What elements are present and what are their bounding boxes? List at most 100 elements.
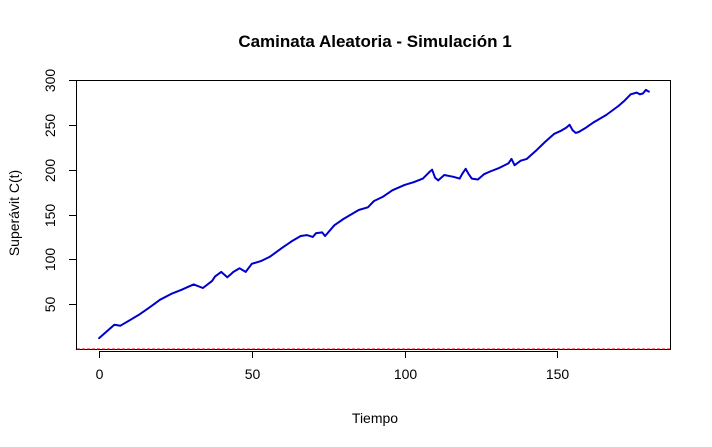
- y-axis: 50 100 150 200 250 300: [42, 69, 77, 313]
- series-point: [645, 89, 647, 91]
- series-point: [577, 131, 580, 133]
- series-point: [315, 232, 317, 235]
- series-point: [232, 271, 235, 273]
- series-point: [477, 178, 479, 181]
- series-point: [513, 164, 516, 167]
- series-point: [629, 93, 632, 96]
- y-tick-label: 100: [42, 248, 58, 272]
- series-point: [226, 276, 229, 279]
- plot-frame: [76, 80, 671, 350]
- series-point: [574, 132, 577, 134]
- series-point: [544, 141, 546, 143]
- series-point: [443, 174, 446, 176]
- series-point: [483, 173, 485, 176]
- series-point: [137, 314, 140, 316]
- y-tick-label: 250: [42, 114, 58, 138]
- series-point: [229, 273, 232, 276]
- series-point: [192, 283, 195, 286]
- series-point: [98, 337, 100, 340]
- x-tick-label: 100: [394, 366, 418, 382]
- series-point: [250, 262, 253, 265]
- series-point: [211, 280, 214, 282]
- series-point: [635, 91, 638, 94]
- series-point: [159, 298, 162, 301]
- y-tick-label: 150: [42, 204, 58, 228]
- series-point: [467, 173, 470, 176]
- series-point: [281, 246, 284, 249]
- series-point: [437, 179, 440, 182]
- series-point: [519, 159, 522, 162]
- series-point: [605, 114, 608, 116]
- x-tick-label: 50: [245, 366, 261, 382]
- series-point: [498, 167, 501, 169]
- series-point: [367, 206, 369, 209]
- series-point: [269, 255, 271, 258]
- series-point: [428, 171, 430, 174]
- series-point: [391, 189, 394, 192]
- series-point: [373, 200, 375, 202]
- series-point: [403, 184, 406, 186]
- series-point: [202, 287, 204, 289]
- series-point: [119, 324, 122, 327]
- series-point: [171, 292, 174, 295]
- x-axis: 0 50 100 150: [96, 351, 570, 382]
- series-point: [238, 267, 241, 270]
- series-point: [593, 121, 595, 123]
- series-point: [434, 176, 436, 179]
- series-point: [568, 123, 571, 126]
- series-point: [648, 90, 650, 93]
- series-point: [312, 236, 314, 238]
- series-point: [461, 172, 464, 175]
- series-point: [571, 129, 574, 132]
- series-point: [525, 158, 528, 160]
- series-point: [458, 177, 461, 180]
- x-tick-label: 150: [546, 366, 570, 382]
- series-point: [333, 224, 336, 227]
- series-point: [422, 177, 424, 180]
- y-axis-label: Superávit C(t): [6, 170, 22, 256]
- x-tick-label: 0: [96, 366, 104, 382]
- series-point: [110, 326, 113, 329]
- series-points: [98, 89, 650, 340]
- y-tick-label: 200: [42, 159, 58, 183]
- series-point: [382, 195, 385, 198]
- series-point: [431, 168, 433, 171]
- series-point: [220, 271, 223, 273]
- series-point: [299, 235, 302, 237]
- series-point: [470, 177, 473, 180]
- series-point: [412, 181, 415, 184]
- series-point: [507, 162, 510, 165]
- series-point: [583, 127, 586, 130]
- series-point: [260, 260, 262, 262]
- y-tick-label: 300: [42, 69, 58, 93]
- series-point: [559, 130, 562, 133]
- series-point: [128, 319, 131, 322]
- series-point: [464, 167, 467, 170]
- series-point: [489, 170, 491, 173]
- series-point: [324, 235, 326, 237]
- series-point: [452, 175, 455, 178]
- series-point: [617, 105, 620, 107]
- series-point: [623, 99, 626, 102]
- series-point: [305, 234, 308, 237]
- series-point: [290, 240, 293, 243]
- series-point: [153, 303, 155, 306]
- series-point: [638, 93, 641, 96]
- series-point: [565, 126, 568, 129]
- series-point: [357, 209, 360, 211]
- series-point: [147, 307, 149, 310]
- series-point: [214, 275, 217, 278]
- series-point: [180, 288, 183, 291]
- series-point: [553, 132, 556, 135]
- series-point: [104, 332, 106, 334]
- series-point: [535, 149, 537, 152]
- series-point: [342, 218, 345, 220]
- series-point: [244, 271, 247, 273]
- series-point: [321, 231, 323, 234]
- series-point: [113, 323, 116, 326]
- x-axis-label: Tiempo: [352, 410, 398, 426]
- y-tick-label: 50: [42, 297, 58, 313]
- series-point: [186, 286, 189, 288]
- series-point: [642, 92, 644, 95]
